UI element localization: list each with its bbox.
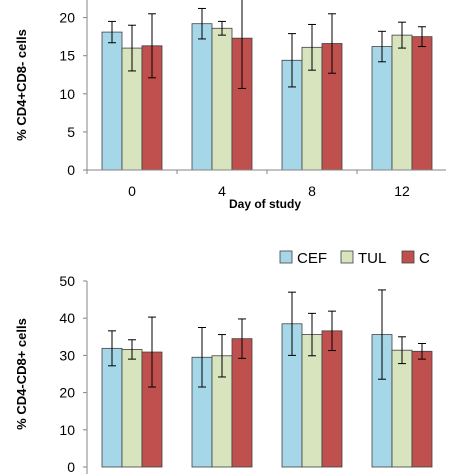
chart-bottom-y-axis-label: % CD4-CD8+ cells: [14, 318, 29, 430]
chart-top-y-tick-label-0: 0: [67, 162, 75, 178]
chart-top-x-tick-label-8: 8: [308, 183, 316, 199]
chart-bottom-y-tick-label-50: 50: [59, 273, 75, 289]
chart-bottom-bar-tul-12: [391, 349, 413, 468]
chart-top-bar-cef-4: [191, 23, 213, 171]
chart-top-bar-cef-0: [101, 31, 123, 171]
chart-bottom-y-tick-label-40: 40: [59, 310, 75, 326]
chart-top-errorbar-tul-4: [218, 20, 226, 36]
chart-top-y-axis-label: % CD4+CD8- cells: [14, 29, 29, 141]
chart-top-bar-c-12: [411, 36, 433, 171]
chart-top-y-ticks: 0 5 10 15 20: [59, 10, 87, 178]
chart-top-errorbar-cef-12: [378, 30, 386, 63]
chart-top-errorbar-cef-0: [108, 20, 116, 44]
chart-top-errorbar-cef-8: [288, 33, 296, 88]
chart-bottom-legend: CEF TUL C: [279, 250, 430, 267]
chart-top-errorbar-c-12: [418, 26, 426, 48]
chart-bottom: 0 10 20 30 40 50 % CD4-CD8+ cells: [14, 273, 433, 474]
legend-label-tul: TUL: [358, 250, 386, 267]
chart-bottom-errorbars: [108, 289, 426, 388]
chart-bottom-errorbar-c-8: [328, 310, 336, 352]
chart-top-y-tick-label-15: 15: [59, 48, 75, 64]
legend-label-c: C: [419, 250, 430, 267]
chart-top-errorbar-cef-4: [198, 7, 206, 40]
chart-top-x-ticks: 0 4 8 12: [86, 170, 410, 199]
chart-bottom-errorbar-cef-12: [378, 289, 386, 380]
chart-top-x-tick-label-12: 12: [394, 183, 410, 199]
chart-top-y-tick-label-20: 20: [59, 10, 75, 26]
chart-bottom-bars: [101, 323, 433, 468]
chart-top-y-tick-label-5: 5: [67, 124, 75, 140]
chart-top-bar-tul-4: [211, 27, 233, 171]
chart-bottom-errorbar-tul-0: [128, 339, 136, 360]
chart-bottom-errorbar-tul-12: [398, 336, 406, 365]
chart-bottom-errorbar-tul-8: [308, 312, 316, 357]
chart-bottom-y-ticks: 0 10 20 30 40 50: [59, 273, 87, 474]
chart-top-errorbar-c-4: [238, 0, 246, 89]
chart-bottom-errorbar-c-0: [148, 316, 156, 388]
chart-bottom-bar-tul-0: [121, 349, 143, 468]
chart-bottom-bar-c-8: [321, 330, 343, 468]
chart-top-bar-cef-12: [371, 46, 393, 171]
chart-bottom-errorbar-cef-8: [288, 291, 296, 356]
chart-bottom-errorbar-cef-4: [198, 327, 206, 388]
chart-bottom-bar-c-12: [411, 350, 433, 468]
chart-top-errorbars: [108, 0, 426, 89]
chart-bottom-y-tick-label-20: 20: [59, 385, 75, 401]
chart-top-bars: [101, 23, 433, 171]
chart-top-errorbar-c-0: [148, 13, 156, 79]
chart-top-errorbar-tul-12: [398, 21, 406, 49]
legend-swatch-c: [401, 250, 415, 264]
chart-top-errorbar-c-8: [328, 13, 336, 74]
legend-swatch-tul: [340, 250, 354, 264]
chart-top-errorbar-tul-8: [308, 23, 316, 71]
chart-top-x-tick-label-0: 0: [128, 183, 136, 199]
chart-top-bar-tul-12: [391, 34, 413, 171]
chart-bottom-errorbar-cef-0: [108, 330, 116, 367]
chart-bottom-y-tick-label-10: 10: [59, 422, 75, 438]
chart-bottom-errorbar-c-4: [238, 318, 246, 359]
legend-swatch-cef: [279, 250, 293, 264]
chart-bottom-y-tick-label-0: 0: [67, 459, 75, 474]
chart-top: 0 5 10 15 20 0 4 8 12 Day of study % CD4+CD8- c…: [14, 0, 446, 211]
chart-top-errorbar-tul-0: [128, 24, 136, 72]
chart-bottom-errorbar-tul-4: [218, 334, 226, 378]
chart-top-x-axis-label: Day of study: [229, 197, 301, 211]
chart-top-x-tick-label-4: 4: [218, 183, 226, 199]
chart-bottom-errorbar-c-12: [418, 342, 426, 360]
legend-label-cef: CEF: [297, 250, 327, 267]
chart-bottom-y-tick-label-30: 30: [59, 347, 75, 363]
chart-top-y-tick-label-10: 10: [59, 86, 75, 102]
